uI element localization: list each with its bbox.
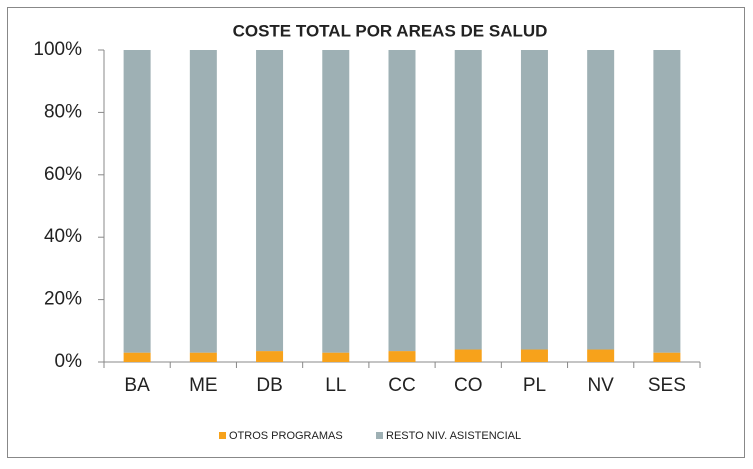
legend-swatch (376, 432, 383, 439)
x-tick-label: CO (454, 375, 483, 396)
bar-segment (454, 349, 482, 362)
legend-label: RESTO NIV. ASISTENCIAL (386, 430, 521, 442)
x-tick-label: DB (256, 375, 282, 396)
x-tick-label: LL (325, 375, 346, 396)
bar-segment (587, 349, 615, 362)
bar-segment (653, 352, 681, 362)
bar-segment (520, 50, 548, 350)
y-tick-label: 100% (33, 39, 82, 60)
bar-segment (189, 352, 217, 362)
y-tick-label: 0% (55, 351, 83, 372)
bar-segment (123, 352, 151, 362)
x-tick-label: CC (388, 375, 415, 396)
bar-segment (256, 50, 284, 352)
bar-segment (388, 50, 416, 352)
y-tick-label: 60% (44, 164, 82, 185)
x-tick-label: BA (124, 375, 150, 396)
bar-segment (653, 50, 681, 353)
bar-segment (322, 50, 350, 353)
bar-segment (587, 50, 615, 350)
bar-segment (454, 50, 482, 350)
bar-segment (123, 50, 151, 353)
y-tick-label: 40% (44, 226, 82, 247)
y-tick-label: 20% (44, 289, 82, 310)
x-tick-label: NV (587, 375, 614, 396)
legend-swatch (219, 432, 226, 439)
chart-title: COSTE TOTAL POR AREAS DE SALUD (233, 21, 548, 40)
bar-segment (256, 351, 284, 362)
x-tick-label: PL (523, 375, 546, 396)
bar-segment (322, 352, 350, 362)
y-tick-label: 80% (44, 101, 82, 122)
x-tick-label: ME (189, 375, 218, 396)
legend-label: OTROS PROGRAMAS (229, 430, 343, 442)
bar-segment (189, 50, 217, 353)
bar-segment (388, 351, 416, 362)
chart-border (7, 7, 745, 458)
bar-segment (520, 349, 548, 362)
x-tick-label: SES (648, 375, 686, 396)
